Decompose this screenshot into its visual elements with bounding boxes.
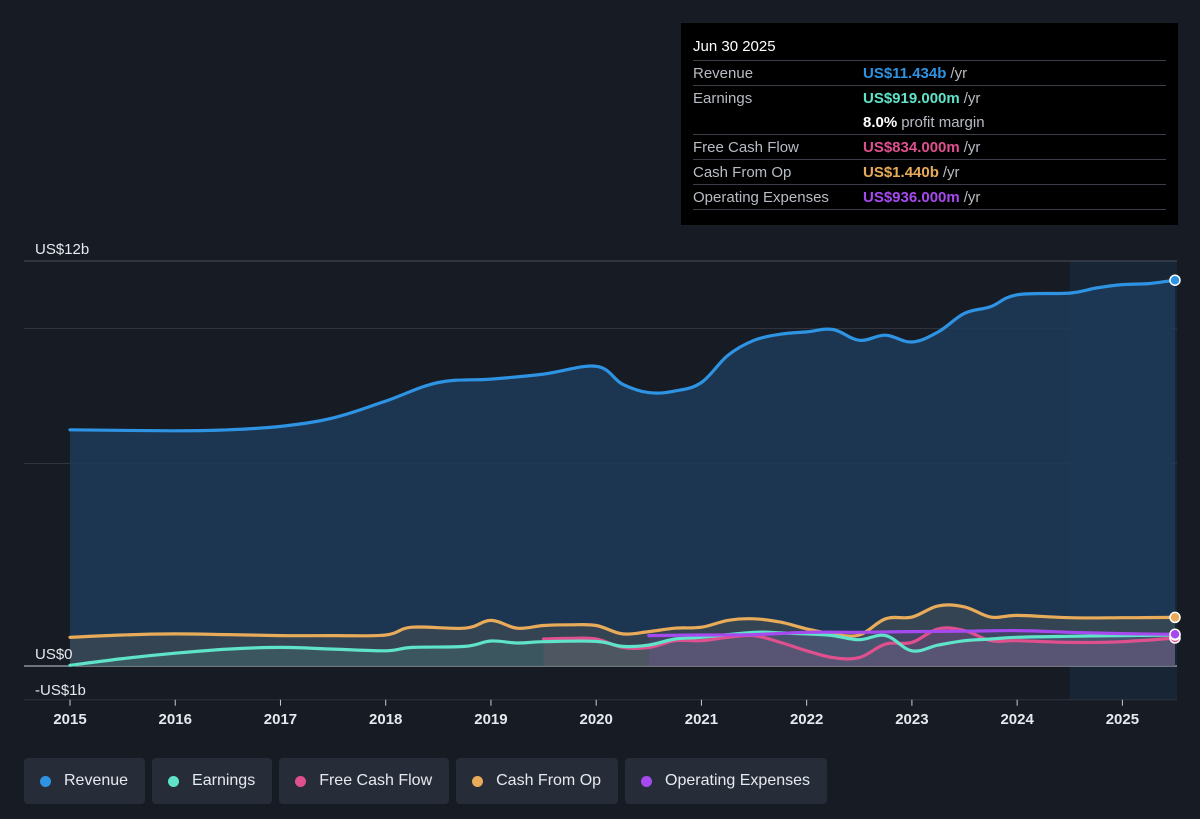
series-area-revenue [70,280,1175,666]
fill-layer [70,280,1175,666]
y-tick-label: -US$1b [35,682,86,699]
series-line-free-cash-flow [542,626,1177,661]
tooltip-value: 8.0% [863,113,898,131]
tooltip-row-cash-from-op: Cash From Op US$1.440b /yr [693,159,1166,184]
legend-item-revenue[interactable]: Revenue [24,758,146,804]
tooltip-suffix: /yr [963,188,981,206]
legend-item-free-cash-flow[interactable]: Free Cash Flow [279,758,450,804]
tooltip-row-earnings: Earnings US$919.000m /yr [693,85,1166,110]
legend-item-cash-from-op[interactable]: Cash From Op [456,758,619,804]
y-tick-label: US$12b [35,241,89,258]
tooltip-label: Operating Expenses [693,188,829,206]
x-tick-label: 2025 [1106,711,1139,728]
series-endpoint-cash-from-op [1169,611,1181,624]
legend-dot-icon [168,775,180,787]
tooltip-value: US$11.434b [863,64,947,82]
tooltip-row-revenue: Revenue US$11.434b /yr [693,60,1166,85]
x-tick-label: 2016 [159,711,192,728]
tooltip-label: Earnings [693,89,753,107]
y-tick-label: US$0 [35,646,73,663]
series-line-revenue [68,278,1177,433]
tooltip-value: US$834.000m [863,138,960,156]
label-layer: US$12b US$0 -US$1b 2015 2016 2017 2018 2019 2020… [35,241,1139,728]
legend-dot-icon [472,775,484,787]
x-tick-label: 2018 [369,711,402,728]
series-line-earnings [68,630,1177,667]
tooltip-value: US$1.440b [863,163,939,181]
legend: Revenue Earnings Free Cash Flow Cash Fro… [24,758,828,804]
tooltip-label: Cash From Op [693,163,792,181]
tooltip-suffix: profit margin [901,113,985,131]
x-tick-label: 2024 [1000,711,1034,728]
x-tick-label: 2022 [790,711,823,728]
series-line-operating-expenses [647,628,1177,638]
legend-label: Free Cash Flow [319,772,433,789]
series-area-operating-expenses [648,630,1175,666]
tooltip-row-operating-expenses: Operating Expenses US$936.000m /yr [693,184,1166,210]
x-tick-label: 2015 [53,711,86,728]
legend-label: Revenue [64,772,129,789]
series-area-free-cash-flow [543,627,1175,666]
tooltip-label: Free Cash Flow [693,138,799,156]
tooltip-row-free-cash-flow: Free Cash Flow US$834.000m /yr [693,134,1166,159]
legend-dot-icon [40,775,51,787]
x-tick-label: 2017 [264,711,297,728]
x-tick-label: 2023 [895,711,928,728]
tooltip-value: US$919.000m [863,89,960,107]
line-layer [68,274,1181,667]
series-endpoint-revenue [1169,274,1181,286]
series-line-cash-from-op [68,603,1177,639]
tooltip-suffix: /yr [950,64,968,82]
tooltip: Jun 30 2025 Revenue US$11.434b /yr Earni… [681,23,1178,225]
series-endpoint-operating-expenses [1169,628,1181,641]
legend-label: Cash From Op [496,772,602,789]
legend-label: Earnings [192,772,256,789]
tooltip-suffix: /yr [942,163,960,181]
tooltip-suffix: /yr [963,89,981,107]
tooltip-date: Jun 30 2025 [693,38,776,55]
x-tick-label: 2020 [580,711,613,728]
tooltip-row-profit-margin: 8.0% profit margin [693,110,1166,134]
legend-dot-icon [641,775,653,787]
tooltip-label: Revenue [693,64,754,82]
legend-item-earnings[interactable]: Earnings [152,758,273,804]
x-tick-label: 2021 [685,711,718,728]
legend-item-operating-expenses[interactable]: Operating Expenses [625,758,828,804]
tooltip-value: US$936.000m [863,188,960,206]
legend-label: Operating Expenses [665,772,811,789]
x-tick-label: 2019 [474,711,507,728]
legend-dot-icon [295,775,307,787]
tooltip-suffix: /yr [963,138,981,156]
